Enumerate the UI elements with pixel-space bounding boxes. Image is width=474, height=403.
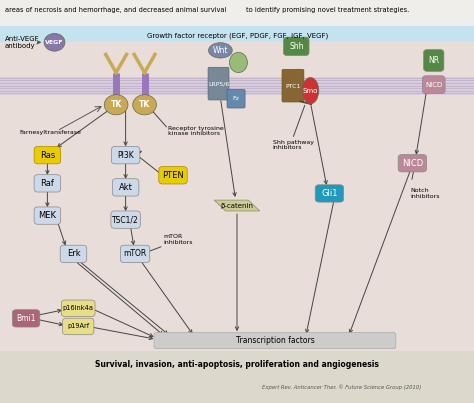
FancyBboxPatch shape <box>0 351 474 403</box>
Polygon shape <box>214 200 260 211</box>
Text: NR: NR <box>428 56 439 65</box>
Circle shape <box>44 33 65 51</box>
FancyBboxPatch shape <box>62 300 95 317</box>
Text: Notch
inhibitors: Notch inhibitors <box>410 188 439 199</box>
Text: PTC1: PTC1 <box>285 84 301 89</box>
Text: mTOR
inhibitors: mTOR inhibitors <box>164 235 193 245</box>
FancyBboxPatch shape <box>159 167 187 184</box>
FancyBboxPatch shape <box>34 147 61 164</box>
FancyBboxPatch shape <box>282 69 304 102</box>
FancyBboxPatch shape <box>111 147 140 164</box>
Text: β-catenin: β-catenin <box>220 203 254 208</box>
FancyBboxPatch shape <box>315 185 344 202</box>
Ellipse shape <box>209 43 232 58</box>
Text: NICD: NICD <box>425 82 442 87</box>
Text: Anti-VEGF
antibody: Anti-VEGF antibody <box>5 36 39 49</box>
Text: Transcription factors: Transcription factors <box>236 336 314 345</box>
Text: Raf: Raf <box>40 179 55 188</box>
FancyBboxPatch shape <box>111 211 140 228</box>
Text: Akt: Akt <box>118 183 133 192</box>
FancyBboxPatch shape <box>112 179 139 196</box>
Text: Farnesyltransferase: Farnesyltransferase <box>19 131 81 135</box>
Text: PI3K: PI3K <box>117 151 134 160</box>
Text: Bmi1: Bmi1 <box>16 314 36 323</box>
FancyBboxPatch shape <box>283 37 309 56</box>
Text: Gli1: Gli1 <box>321 189 337 198</box>
FancyBboxPatch shape <box>0 0 474 26</box>
FancyBboxPatch shape <box>398 154 427 172</box>
Text: p16Ink4a: p16Ink4a <box>63 305 94 311</box>
Text: Expert Rev. Anticancer Ther. © Future Science Group (2010): Expert Rev. Anticancer Ther. © Future Sc… <box>262 384 421 390</box>
Text: Fz: Fz <box>233 96 239 101</box>
Circle shape <box>133 95 156 115</box>
Text: NICD: NICD <box>402 159 423 168</box>
Text: mTOR: mTOR <box>123 249 147 258</box>
FancyBboxPatch shape <box>208 67 229 100</box>
Text: p19Arf: p19Arf <box>67 324 89 329</box>
Text: Erk: Erk <box>67 249 80 258</box>
FancyBboxPatch shape <box>0 77 474 95</box>
FancyBboxPatch shape <box>0 42 474 351</box>
Text: Smo: Smo <box>303 88 318 93</box>
Text: MEK: MEK <box>38 211 56 220</box>
Text: Wnt: Wnt <box>213 46 228 55</box>
Text: PTEN: PTEN <box>162 171 184 180</box>
Text: to identify promising novel treatment strategies.: to identify promising novel treatment st… <box>246 7 410 13</box>
FancyBboxPatch shape <box>34 207 61 224</box>
Text: TSC1/2: TSC1/2 <box>112 215 139 224</box>
FancyBboxPatch shape <box>424 50 444 71</box>
Text: Survival, invasion, anti-apoptosis, proliferation and angiogenesis: Survival, invasion, anti-apoptosis, prol… <box>95 360 379 369</box>
Ellipse shape <box>302 77 319 104</box>
Text: TK: TK <box>139 100 150 109</box>
Text: Receptor tyrosine
kinase inhibitors: Receptor tyrosine kinase inhibitors <box>168 126 224 136</box>
FancyBboxPatch shape <box>0 26 474 77</box>
Ellipse shape <box>229 52 247 73</box>
Text: VEGF: VEGF <box>45 40 64 45</box>
FancyBboxPatch shape <box>227 89 245 108</box>
FancyBboxPatch shape <box>12 310 40 327</box>
FancyBboxPatch shape <box>422 76 445 93</box>
Text: TK: TK <box>110 100 122 109</box>
Text: areas of necrosis and hemorrhage, and decreased animal survival: areas of necrosis and hemorrhage, and de… <box>5 7 226 13</box>
Text: Ras: Ras <box>40 151 55 160</box>
Text: LRP5/6: LRP5/6 <box>208 81 229 86</box>
Circle shape <box>104 95 128 115</box>
FancyBboxPatch shape <box>154 332 396 349</box>
FancyBboxPatch shape <box>34 174 61 192</box>
FancyBboxPatch shape <box>63 318 94 334</box>
FancyBboxPatch shape <box>120 245 150 263</box>
Text: Shh: Shh <box>289 42 303 51</box>
Text: Growth factor receptor (EGF, PDGF, FGF, IGF, VEGF): Growth factor receptor (EGF, PDGF, FGF, … <box>147 32 328 39</box>
Text: Shh pathway
inhibitors: Shh pathway inhibitors <box>273 140 313 150</box>
FancyBboxPatch shape <box>60 245 87 263</box>
